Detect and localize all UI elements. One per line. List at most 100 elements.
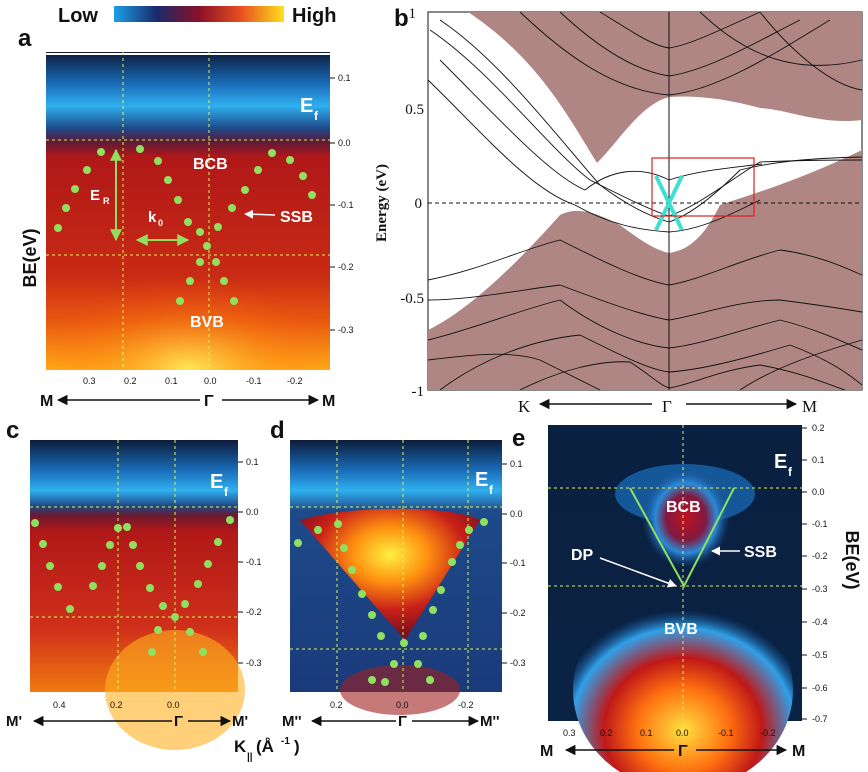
panel-a-ef-sub: f bbox=[314, 109, 319, 123]
svg-text:0.0: 0.0 bbox=[338, 138, 351, 148]
svg-text:-0.1: -0.1 bbox=[510, 558, 526, 568]
panel-b-axis-mid: Γ bbox=[662, 397, 672, 416]
panel-c-xlabel: K bbox=[234, 737, 247, 756]
panel-d-axis-right: M'' bbox=[480, 713, 500, 730]
svg-text:-0.5: -0.5 bbox=[812, 650, 828, 660]
panel-a-er: E bbox=[90, 187, 100, 204]
svg-text:-0.7: -0.7 bbox=[812, 714, 828, 724]
svg-text:0.0: 0.0 bbox=[812, 487, 825, 497]
svg-text:-1: -1 bbox=[412, 384, 425, 400]
panel-e: e BCB SSB DP BVB E f 0.2 0.1 0.0 -0.1 -0… bbox=[512, 423, 862, 772]
svg-text:0.5: 0.5 bbox=[405, 102, 424, 118]
svg-text:-0.1: -0.1 bbox=[338, 200, 354, 210]
panel-a-k0: k bbox=[148, 209, 157, 226]
panel-c-axis-left: M' bbox=[6, 713, 22, 730]
svg-text:0.1: 0.1 bbox=[640, 728, 653, 738]
svg-text:-0.1: -0.1 bbox=[812, 519, 828, 529]
colorbar bbox=[114, 6, 284, 22]
panel-a-ylabel: BE(eV) bbox=[20, 228, 40, 287]
panel-e-ylabel: BE(eV) bbox=[842, 530, 862, 589]
svg-text:-0.2: -0.2 bbox=[338, 262, 354, 272]
svg-text:0.1: 0.1 bbox=[246, 457, 259, 467]
svg-text:0.0: 0.0 bbox=[510, 509, 523, 519]
panel-b-ylabel: Energy (eV) bbox=[374, 164, 390, 242]
panel-e-yticks: 0.2 0.1 0.0 -0.1 -0.2 -0.3 -0.4 -0.5 -0.… bbox=[802, 423, 828, 724]
panel-e-bvb: BVB bbox=[664, 621, 698, 638]
svg-text:0.4: 0.4 bbox=[53, 700, 66, 710]
svg-text:0.0: 0.0 bbox=[167, 700, 180, 710]
svg-text:0.0: 0.0 bbox=[676, 728, 689, 738]
panel-d-axis-left: M'' bbox=[282, 713, 302, 730]
panel-a-band-dots bbox=[54, 145, 316, 305]
panel-a-ef: E bbox=[300, 95, 313, 117]
svg-text:0.0: 0.0 bbox=[246, 507, 259, 517]
panel-b-axis-right: M bbox=[802, 397, 817, 416]
panel-b: b bbox=[374, 5, 863, 416]
svg-text:-0.1: -0.1 bbox=[246, 557, 262, 567]
svg-text:0.2: 0.2 bbox=[812, 423, 825, 433]
svg-text:-0.1: -0.1 bbox=[246, 376, 262, 386]
svg-text:0: 0 bbox=[415, 196, 423, 212]
colorbar-low-label: Low bbox=[58, 5, 98, 27]
panel-b-yticks: 1 0.5 0 -0.5 -1 bbox=[400, 6, 424, 400]
panel-d-letter: d bbox=[270, 417, 285, 444]
svg-text:0.0: 0.0 bbox=[204, 376, 217, 386]
panel-c-axis-mid: Γ bbox=[174, 713, 183, 730]
panel-e-letter: e bbox=[512, 425, 525, 452]
svg-text:0.1: 0.1 bbox=[510, 459, 523, 469]
panel-d-yticks: 0.1 0.0 -0.1 -0.2 -0.3 bbox=[502, 459, 526, 668]
svg-text:1: 1 bbox=[409, 6, 417, 22]
svg-text:0.2: 0.2 bbox=[124, 376, 137, 386]
panel-a-bvb: BVB bbox=[190, 314, 224, 331]
panel-e-axis-mid: Γ bbox=[678, 743, 688, 760]
svg-text:-0.2: -0.2 bbox=[458, 700, 474, 710]
panel-a-axis-mid: Γ bbox=[204, 393, 214, 410]
svg-text:-0.6: -0.6 bbox=[812, 683, 828, 693]
svg-text:-0.3: -0.3 bbox=[246, 658, 262, 668]
svg-text:0.1: 0.1 bbox=[812, 455, 825, 465]
panel-c-band-dots bbox=[31, 516, 234, 656]
svg-text:-0.2: -0.2 bbox=[760, 728, 776, 738]
panel-c-ef-sub: f bbox=[224, 485, 229, 499]
svg-text:-0.1: -0.1 bbox=[718, 728, 734, 738]
svg-text:-0.2: -0.2 bbox=[510, 608, 526, 618]
svg-text:-0.4: -0.4 bbox=[812, 617, 828, 627]
svg-text:-0.2: -0.2 bbox=[812, 551, 828, 561]
panel-e-ssb: SSB bbox=[744, 544, 777, 561]
svg-text:0.1: 0.1 bbox=[165, 376, 178, 386]
panel-c-xlabel-sub: || bbox=[247, 752, 253, 763]
panel-d-band-dots bbox=[294, 518, 488, 686]
panel-b-axis-left: K bbox=[518, 397, 531, 416]
panel-e-axis-right: M bbox=[792, 743, 805, 760]
panel-d-xticks: 0.2 0.0 -0.2 bbox=[330, 700, 474, 710]
svg-text:-0.3: -0.3 bbox=[338, 325, 354, 335]
panel-a-er-sub: R bbox=[103, 196, 110, 206]
panel-e-xticks: 0.3 0.2 0.1 0.0 -0.1 -0.2 bbox=[563, 728, 776, 738]
panel-a-bcb: BCB bbox=[193, 156, 228, 173]
svg-text:-0.2: -0.2 bbox=[246, 607, 262, 617]
panel-c-letter: c bbox=[6, 417, 19, 444]
panel-a: a E R k 0 E f BCB SS bbox=[18, 25, 354, 410]
panel-c-xlabel-sup: -1 bbox=[281, 736, 290, 747]
panel-b-conduction-region bbox=[468, 12, 862, 163]
panel-a-k0-sub: 0 bbox=[158, 218, 163, 228]
panel-d-axis-mid: Γ bbox=[398, 713, 407, 730]
panel-e-bcb: BCB bbox=[666, 499, 701, 516]
svg-text:0.3: 0.3 bbox=[563, 728, 576, 738]
panel-c-yticks: 0.1 0.0 -0.1 -0.2 -0.3 bbox=[238, 457, 262, 668]
svg-text:0.2: 0.2 bbox=[600, 728, 613, 738]
svg-text:-0.5: -0.5 bbox=[400, 291, 424, 307]
panel-a-ssb: SSB bbox=[280, 209, 313, 226]
svg-text:-0.3: -0.3 bbox=[812, 584, 828, 594]
svg-text:0.0: 0.0 bbox=[396, 700, 409, 710]
colorbar-high-label: High bbox=[292, 5, 336, 27]
panel-e-ef-sub: f bbox=[788, 465, 793, 479]
panel-a-letter: a bbox=[18, 25, 32, 52]
svg-text:0.3: 0.3 bbox=[83, 376, 96, 386]
panel-b-dirac-cone bbox=[654, 175, 684, 231]
panel-d-ef-sub: f bbox=[489, 483, 494, 497]
panel-d-ef: E bbox=[475, 469, 488, 491]
panel-e-ssb-lines bbox=[629, 487, 735, 589]
panel-c-xlabel-close: ) bbox=[294, 737, 300, 756]
